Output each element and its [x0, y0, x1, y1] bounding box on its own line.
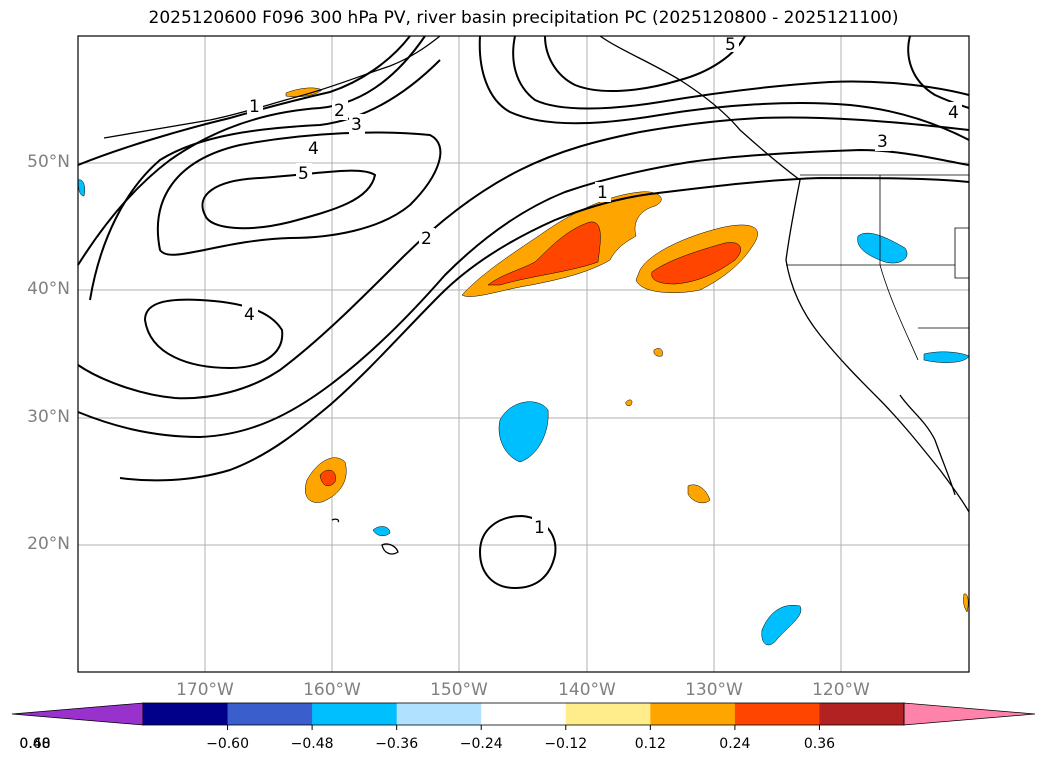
colorbar-tick-label: 0.12	[634, 736, 666, 752]
pv-contour-band-1	[119, 176, 970, 482]
precip-blob-small-east	[687, 484, 711, 504]
contour-label: 4	[948, 103, 959, 123]
pv-contour-4-closed	[156, 131, 442, 256]
lat-label-50n: 50°N	[27, 152, 70, 172]
contour-label: 5	[725, 35, 736, 55]
precip-neg-blob-subtropic	[498, 401, 549, 463]
precip-core-hawaii	[319, 469, 336, 487]
colorbar-segment	[565, 703, 651, 725]
lon-label-130w: 130°W	[685, 680, 743, 700]
lon-label-160w: 160°W	[303, 680, 361, 700]
pv-contour-band-2	[77, 148, 970, 439]
border-california-nevada	[879, 264, 919, 361]
chart-title: 2025120600 F096 300 hPa PV, river basin …	[148, 8, 899, 28]
precip-blob-edge	[963, 593, 969, 613]
contour-label: 4	[244, 305, 255, 325]
colorbar-segment	[734, 703, 820, 725]
lon-label-170w: 170°W	[176, 680, 234, 700]
coastlines	[103, 35, 970, 555]
precip-neg-blob-tropic	[761, 605, 802, 646]
colorbar-segment	[819, 703, 905, 725]
lon-label-150w: 150°W	[430, 680, 488, 700]
pv-contour-2-north	[77, 35, 426, 266]
lat-label-40n: 40°N	[27, 279, 70, 299]
contour-label: 5	[298, 164, 309, 184]
coast-aleutians-alaska	[103, 35, 441, 139]
pv-contour-4-top	[512, 35, 970, 110]
contour-label: 2	[334, 101, 345, 121]
contour-label: 2	[421, 229, 432, 249]
precip-positive	[285, 87, 969, 613]
map-frame	[77, 35, 970, 673]
lat-label-30n: 30°N	[27, 407, 70, 427]
precip-neg-blob-nevada	[857, 232, 908, 264]
colorbar-segment	[396, 703, 482, 725]
contour-label: 3	[877, 132, 888, 152]
lon-label-120w: 120°W	[812, 680, 870, 700]
coast-hawaii-big-island	[381, 543, 399, 555]
pv-contours	[77, 35, 970, 590]
pv-contour-5-top	[544, 35, 746, 92]
contour-label: 4	[308, 139, 319, 159]
lon-label-140w: 140°W	[558, 680, 616, 700]
colorbar-segments	[143, 703, 905, 725]
colorbar-segment	[227, 703, 313, 725]
pv-contour-1-north	[77, 35, 411, 166]
colorbar-tick-label: −0.24	[459, 736, 503, 752]
contour-label: 1	[597, 183, 608, 203]
graticule	[78, 36, 969, 672]
colorbar-arrow-right	[903, 702, 1036, 726]
colorbar-tick-label: 0.48	[19, 736, 51, 752]
contour-label: 1	[534, 518, 545, 538]
colorbar-tick-label: −0.60	[206, 736, 249, 752]
state-borders	[786, 174, 970, 361]
colorbar-arrow-left	[11, 702, 144, 726]
colorbar-tick-label: 0.60	[19, 736, 51, 752]
contour-label-group: 1 2 3 4 5 4 2 1 1 5 4 3	[242, 35, 962, 538]
colorbar-ticks	[227, 725, 820, 730]
map-background	[78, 36, 969, 672]
precip-neg-blob-hawaii	[372, 526, 391, 537]
colorbar-segment	[143, 703, 229, 725]
coast-hawaii-small	[331, 518, 340, 523]
colorbar-tick-label: 0.24	[719, 736, 751, 752]
colorbar-tick-label: −0.12	[544, 736, 588, 752]
colorbar-tick-label: −0.36	[375, 736, 419, 752]
pv-contour-band-a	[77, 116, 970, 400]
precip-core-central-pacific	[487, 221, 601, 286]
contour-label: 1	[249, 97, 260, 117]
colorbar-outline	[142, 702, 905, 726]
coast-north-america	[599, 35, 970, 513]
pv-contour-1-closed-south	[478, 514, 557, 590]
colorbar-tick-label: 0.36	[803, 736, 836, 752]
contour-label: 3	[351, 115, 362, 135]
pv-contour-3	[89, 59, 441, 301]
precip-core-northeast-pacific	[651, 242, 741, 285]
coast-baja	[899, 394, 956, 496]
pv-contour-4-south	[143, 298, 284, 370]
precip-dot-1	[653, 348, 663, 357]
colorbar-tick-label: −0.48	[290, 736, 334, 752]
precip-dot-2	[625, 399, 633, 407]
pv-contour-5-closed	[201, 169, 377, 230]
colorbar-segment	[650, 703, 736, 725]
map-panel: 1 2 3 4 5 4 2 1 1 5 4 3	[77, 35, 970, 673]
precip-negative	[77, 179, 970, 646]
colorbar-segment	[481, 703, 567, 725]
colorbar-segment	[312, 703, 398, 725]
lat-label-20n: 20°N	[27, 534, 70, 554]
pv-contour-3-northeast	[478, 35, 970, 141]
